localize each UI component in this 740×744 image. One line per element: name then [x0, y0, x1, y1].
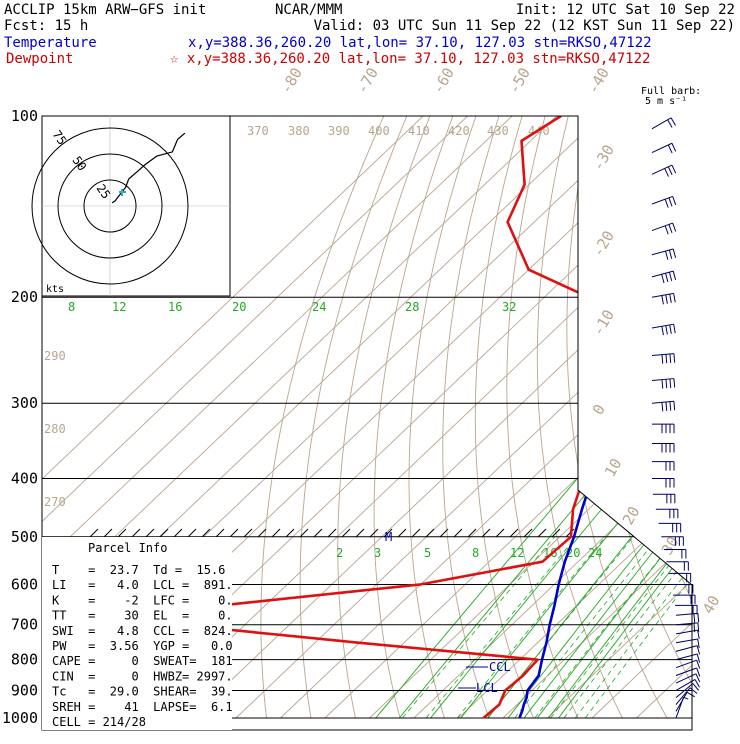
pressure-tick-label: 400	[11, 469, 38, 487]
dry-adiabat-label: 380	[288, 124, 310, 138]
forecast-hour: Fcst: 15 h	[4, 18, 88, 34]
dewpoint-legend-label: Dewpoint	[6, 51, 73, 67]
parcel-info-panel: Parcel Info T = 23.7 Td = 15.6LI = 4.0 L…	[42, 537, 233, 730]
pressure-tick-label: 700	[11, 616, 38, 634]
dry-adiabat-label: 400	[368, 124, 390, 138]
parcel-info-row: Tc = 29.0 SHEAR= 39.	[52, 685, 233, 699]
m-marker-label: M	[385, 530, 392, 544]
mixing-ratio-label: 32	[502, 300, 516, 314]
mixing-ratio-label: 8	[472, 546, 479, 560]
dry-adiabat-label: 420	[448, 124, 470, 138]
mixing-ratio-label: 12	[112, 300, 126, 314]
valid-time: Valid: 03 UTC Sun 11 Sep 22 (12 KST Sun …	[314, 18, 735, 34]
pressure-tick-label: 900	[11, 681, 38, 699]
model-title: ACCLIP 15km ARW−GFS init	[4, 2, 206, 18]
dry-adiabat-label: 390	[328, 124, 350, 138]
mixing-ratio-label: 24	[312, 300, 326, 314]
dry-adiabat-label: 370	[247, 124, 269, 138]
mixing-ratio-label: 2	[336, 546, 343, 560]
mixing-ratio-label: 8	[68, 300, 75, 314]
dry-adiabat-label: 410	[408, 124, 430, 138]
parcel-info-row: K = -2 LFC = 0.	[52, 593, 233, 607]
parcel-info-row: SWI = 4.8 CCL = 824.	[52, 624, 233, 638]
parcel-info-row: SREH = 41 LAPSE= 6.1	[52, 700, 233, 714]
lcl-marker-label: LCL	[476, 681, 498, 695]
temperature-legend-label: Temperature	[4, 35, 97, 51]
parcel-info-row: TT = 30 EL = 0.	[52, 609, 233, 623]
barb-legend-line2: 5 m s⁻¹	[645, 96, 687, 107]
mixing-ratio-label: 28	[405, 300, 419, 314]
org-label: NCAR/MMM	[275, 2, 342, 18]
parcel-info-row: T = 23.7 Td = 15.6	[52, 563, 225, 577]
parcel-info-row: CAPE = 0 SWEAT= 181	[52, 654, 233, 668]
mixing-ratio-label: 12	[510, 546, 524, 560]
mixing-ratio-label: 24	[588, 546, 602, 560]
pressure-tick-label: 600	[11, 575, 38, 593]
dewpoint-location: ☆ x,y=388.36,260.20 lat,lon= 37.10, 127.…	[170, 51, 650, 67]
temperature-location: x,y=388.36,260.20 lat,lon= 37.10, 127.03…	[188, 35, 652, 51]
mixing-ratio-label: 3	[374, 546, 381, 560]
pressure-tick-label: 800	[11, 651, 38, 669]
pressure-tick-label: 300	[11, 394, 38, 412]
parcel-info-row: LI = 4.0 LCL = 891.	[52, 578, 233, 592]
parcel-info-row: PW = 3.56 YGP = 0.0	[52, 639, 233, 653]
pressure-tick-label: 100	[11, 107, 38, 125]
dry-adiabat-label: 280	[44, 422, 66, 436]
mixing-ratio-label: 5	[424, 546, 431, 560]
dry-adiabat-label: 270	[44, 495, 66, 509]
pressure-tick-label: 200	[11, 288, 38, 306]
dry-adiabat-label: 430	[487, 124, 509, 138]
ccl-marker-label: CCL	[489, 660, 511, 674]
init-time: Init: 12 UTC Sat 10 Sep 22	[516, 2, 735, 18]
hodograph-inset: 25 50 75 kts	[32, 116, 230, 296]
parcel-info-title: Parcel Info	[88, 541, 167, 555]
parcel-info-row: CELL = 214/28	[52, 715, 146, 729]
pressure-tick-label: 500	[11, 528, 38, 546]
dry-adiabat-label: 290	[44, 349, 66, 363]
parcel-info-row: CIN = 0 HWBZ= 2997.	[52, 669, 233, 683]
mixing-ratio-label: 20	[232, 300, 246, 314]
pressure-tick-label: 1000	[2, 709, 38, 727]
hodograph-units: kts	[46, 284, 64, 295]
mixing-ratio-label: 16	[168, 300, 182, 314]
